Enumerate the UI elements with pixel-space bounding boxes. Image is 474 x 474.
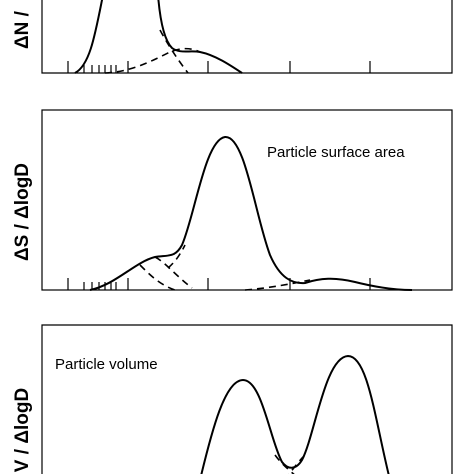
annotation: Particle surface area: [267, 144, 405, 161]
mode-curve: [159, 29, 189, 74]
total-curve: [89, 135, 413, 291]
annotation: Particle volume: [55, 356, 158, 373]
panel-number: ΔN /: [12, 0, 453, 74]
total-curve: [200, 354, 390, 474]
ticks: [67, 61, 371, 73]
panel-frame: [41, 0, 453, 74]
mode-curve: [244, 279, 311, 291]
panel-surface: Particle surface area ΔS / ΔlogD: [12, 109, 453, 291]
panel-frame: [41, 324, 453, 474]
mode-curve: [104, 47, 201, 74]
total-curve: [74, 0, 243, 74]
panel-frame: [41, 109, 453, 291]
y-axis-label: V / ΔlogD: [12, 388, 33, 472]
mode-curve: [274, 454, 306, 474]
mode-curve: [154, 256, 193, 289]
y-axis-label: ΔN /: [12, 10, 33, 49]
panel-volume: Particle volume V / ΔlogD: [12, 324, 453, 474]
mode-curve: [139, 244, 186, 291]
y-axis-label: ΔS / ΔlogD: [12, 163, 33, 261]
